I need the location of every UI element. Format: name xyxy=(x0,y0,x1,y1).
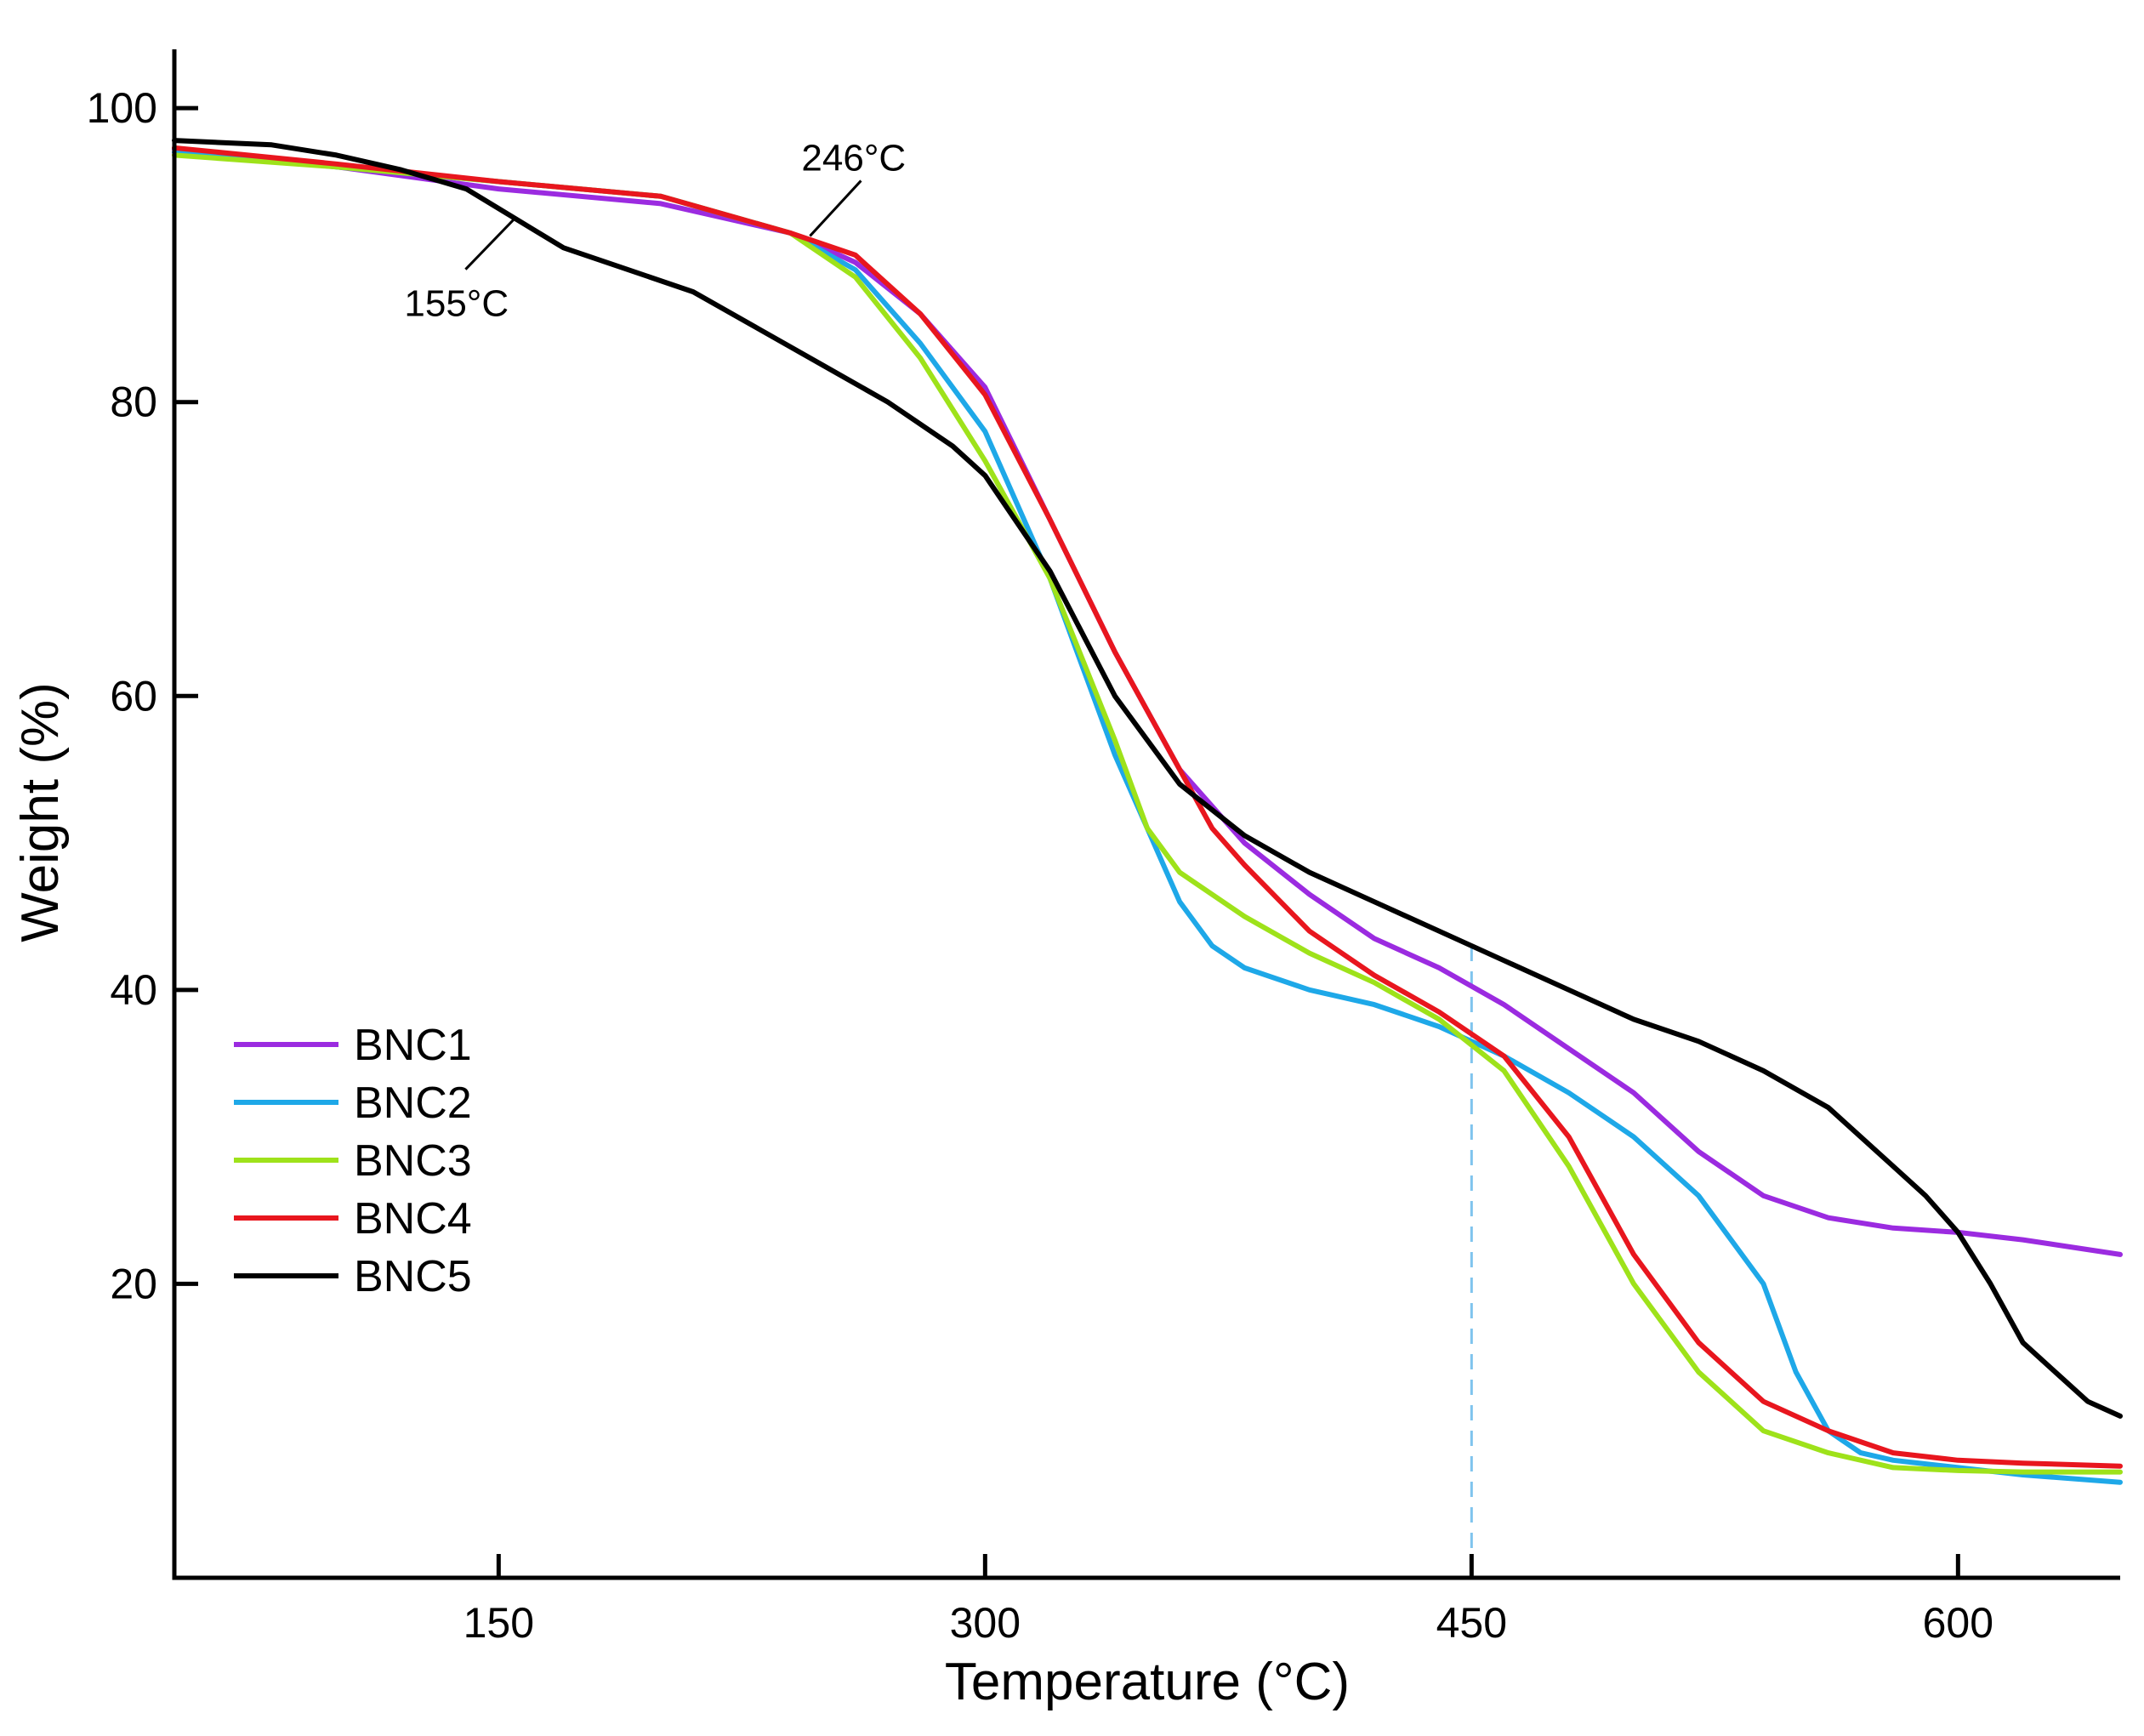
x-tick-label: 450 xyxy=(1436,1599,1507,1647)
y-tick-label: 40 xyxy=(110,966,157,1014)
legend-label: BNC4 xyxy=(354,1194,472,1244)
annotation-label: 246°C xyxy=(801,137,906,179)
x-axis-title: Temperature (°C) xyxy=(945,1653,1350,1711)
series-line-bnc4 xyxy=(172,145,2123,1469)
annotation-label: 155°C xyxy=(404,283,509,325)
legend-label: BNC5 xyxy=(354,1252,472,1301)
axes xyxy=(172,49,2120,1580)
annotation-leader xyxy=(464,217,516,270)
legend-label: BNC2 xyxy=(354,1079,472,1128)
annotations: 246°C 155°C xyxy=(404,137,906,324)
ticks: 150 300 450 600 20 40 60 80 100 xyxy=(87,84,1993,1647)
axes-frame xyxy=(172,49,2120,1580)
legend-label: BNC1 xyxy=(354,1021,472,1070)
series-line-bnc5 xyxy=(172,138,2123,1419)
x-tick-label: 150 xyxy=(463,1599,534,1647)
series-layer xyxy=(172,138,2123,1485)
y-axis-title: Weight (%) xyxy=(11,682,70,942)
annotation-leader xyxy=(809,179,862,237)
legend: BNC1 BNC2 BNC3 BNC4 BNC5 xyxy=(234,1021,472,1301)
series-line-bnc3 xyxy=(172,152,2123,1475)
x-tick-label: 600 xyxy=(1923,1599,1993,1647)
legend-label: BNC3 xyxy=(354,1136,472,1186)
y-tick-label: 20 xyxy=(110,1260,157,1307)
y-tick-label: 100 xyxy=(87,84,157,132)
y-tick-label: 80 xyxy=(110,379,157,426)
x-tick-label: 300 xyxy=(950,1599,1021,1647)
y-tick-label: 60 xyxy=(110,672,157,720)
series-line-bnc2 xyxy=(172,150,2123,1485)
